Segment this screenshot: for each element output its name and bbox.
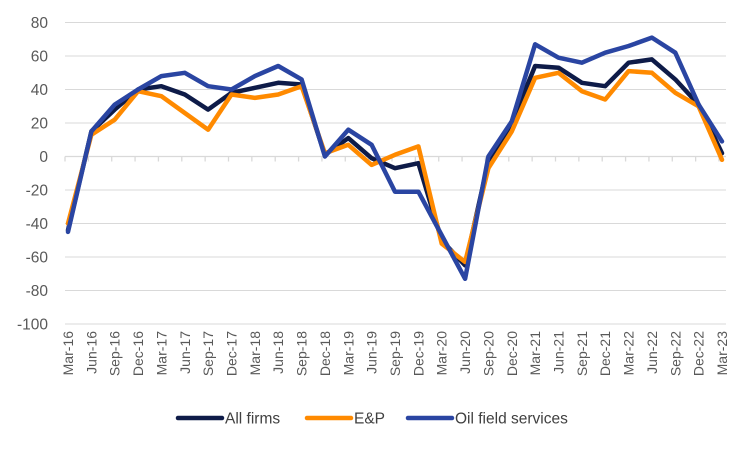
x-tick-label: Jun-20 [457, 331, 473, 374]
x-tick-label: Dec-19 [410, 331, 426, 376]
y-tick-label: -20 [26, 183, 49, 200]
x-tick-label: Jun-16 [83, 331, 99, 374]
x-tick-label: Jun-17 [177, 331, 193, 374]
x-tick-label: Sep-16 [107, 331, 123, 376]
legend-item: Oil field services [405, 411, 568, 428]
x-tick-label: Sep-21 [574, 331, 590, 376]
x-tick-label: Dec-20 [504, 331, 520, 376]
legend-item: All firms [175, 411, 280, 428]
x-tick-label: Mar-22 [621, 331, 637, 376]
x-tick-label: Mar-19 [340, 331, 356, 376]
series-lines [65, 35, 725, 282]
y-axis-tick-labels: 80 60 40 20 0 -20 -40 -60 -80 -100 [17, 15, 48, 334]
x-axis-tick-labels: Mar-16 Jun-16 Sep-16 Dec-16 Mar-17 Jun-17 Sep-… [60, 331, 730, 376]
x-tick-label: Dec-21 [597, 331, 613, 376]
x-tick-label: Dec-18 [317, 331, 333, 376]
x-tick-label: Mar-18 [247, 331, 263, 376]
x-tick-label: Sep-18 [294, 331, 310, 376]
x-tick-label: Dec-22 [691, 331, 707, 376]
series-line-e-p [65, 68, 725, 265]
x-tick-label: Sep-17 [200, 331, 216, 376]
x-tick-label: Sep-19 [387, 331, 403, 376]
x-tick-label: Jun-21 [551, 331, 567, 374]
x-tick-label: Mar-23 [714, 331, 730, 376]
y-tick-label: 20 [31, 116, 49, 133]
x-tick-label: Mar-17 [153, 331, 169, 376]
x-tick-label: Jun-22 [644, 331, 660, 374]
x-tick-label: Sep-20 [480, 331, 496, 376]
legend: All firms E&P Oil field services [175, 411, 568, 428]
y-tick-label: -60 [26, 250, 49, 267]
x-tick-label: Mar-21 [527, 331, 543, 376]
x-tick-label: Mar-20 [434, 331, 450, 376]
gridlines [65, 22, 726, 325]
legend-item: E&P [304, 411, 385, 428]
x-tick-label: Sep-22 [667, 331, 683, 376]
x-tick-label: Jun-19 [364, 331, 380, 374]
y-tick-label: -100 [17, 317, 48, 334]
x-tick-label: Dec-16 [130, 331, 146, 376]
y-tick-label: -80 [26, 283, 49, 300]
y-tick-label: -40 [26, 216, 49, 233]
x-tick-label: Mar-16 [60, 331, 76, 376]
y-tick-label: 80 [31, 15, 49, 32]
y-tick-label: 40 [31, 82, 49, 99]
y-tick-label: 60 [31, 49, 49, 66]
series-line-oil-field-services [65, 35, 725, 282]
legend-label: Oil field services [455, 411, 568, 428]
x-tick-label: Dec-17 [224, 331, 240, 376]
x-tick-label: Jun-18 [270, 331, 286, 374]
legend-label: E&P [354, 411, 385, 428]
x-axis [64, 155, 726, 162]
series-line-all-firms [65, 57, 725, 268]
y-tick-label: 0 [39, 149, 48, 166]
legend-label: All firms [225, 411, 280, 428]
